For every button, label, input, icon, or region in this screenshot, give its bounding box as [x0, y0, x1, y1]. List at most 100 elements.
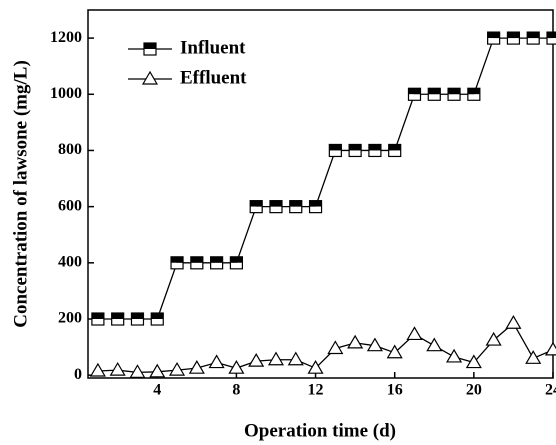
marker-outline	[407, 87, 422, 101]
marker-outline	[210, 256, 224, 270]
marker-bottom	[289, 206, 302, 213]
marker-outline	[467, 87, 481, 101]
data-point	[210, 256, 224, 270]
marker-bottom	[349, 150, 362, 157]
marker-bottom	[144, 49, 156, 55]
marker-top	[171, 256, 184, 263]
marker-top	[269, 200, 282, 207]
marker-top	[388, 144, 401, 151]
marker-top	[448, 88, 461, 95]
marker-top	[210, 256, 223, 263]
marker-outline	[249, 200, 263, 214]
marker-shape	[406, 326, 423, 341]
marker-shape	[525, 350, 542, 364]
marker-top	[190, 256, 203, 263]
data-point	[149, 363, 166, 378]
marker-shape	[149, 363, 166, 378]
marker-bottom	[190, 262, 203, 269]
marker-top	[151, 313, 164, 320]
marker-shape	[109, 361, 126, 376]
marker-shape	[287, 351, 304, 366]
marker-outline	[190, 256, 204, 270]
data-point	[546, 31, 556, 45]
data-point	[89, 362, 106, 377]
x-tick-label: 4	[153, 382, 161, 399]
marker-top	[289, 200, 302, 207]
data-point	[130, 312, 145, 326]
data-point	[150, 312, 164, 326]
marker-shape	[228, 359, 245, 374]
marker-top	[309, 200, 322, 207]
marker-top	[131, 313, 144, 320]
marker-bottom	[309, 206, 322, 213]
marker-bottom	[210, 262, 223, 269]
data-point	[267, 351, 285, 366]
data-point	[447, 87, 461, 101]
marker-bottom	[151, 319, 164, 326]
data-point	[168, 361, 186, 376]
marker-top	[368, 144, 381, 151]
data-point	[308, 200, 323, 214]
data-point	[328, 143, 342, 158]
marker-bottom	[230, 262, 243, 269]
data-point	[467, 87, 481, 101]
marker-shape	[347, 334, 364, 349]
marker-top	[527, 32, 540, 39]
marker-bottom	[171, 262, 184, 269]
plot-frame	[87, 9, 554, 379]
marker-shape	[446, 348, 463, 363]
data-point	[427, 87, 441, 101]
data-point	[526, 31, 540, 45]
marker-shape	[327, 340, 344, 355]
series-line	[97, 37, 553, 320]
marker-bottom	[547, 38, 556, 45]
data-point	[269, 200, 283, 214]
marker-top	[467, 88, 480, 95]
data-point	[91, 312, 105, 326]
data-point	[366, 337, 383, 352]
marker-shape	[89, 362, 106, 377]
legend-marker	[143, 42, 157, 56]
data-point	[406, 326, 423, 341]
x-tick-label: 24	[545, 382, 556, 399]
data-point	[229, 256, 244, 270]
data-point	[289, 200, 303, 214]
legend-label: Effluent	[180, 67, 247, 88]
data-point	[487, 31, 501, 45]
marker-shape	[386, 344, 403, 359]
marker-outline	[328, 143, 342, 158]
data-point	[249, 200, 263, 214]
marker-bottom	[428, 94, 441, 101]
x-tick-label: 8	[232, 382, 240, 399]
data-point	[248, 352, 265, 367]
marker-outline	[91, 312, 105, 326]
marker-outline	[150, 312, 164, 326]
marker-outline	[170, 256, 184, 270]
data-point	[505, 315, 522, 329]
data-point	[327, 340, 344, 355]
marker-outline	[130, 312, 145, 326]
marker-outline	[526, 31, 540, 45]
data-point	[506, 31, 521, 45]
data-point	[388, 143, 402, 158]
marker-top	[250, 200, 263, 207]
x-tick-label: 20	[466, 382, 482, 399]
marker-shape	[485, 331, 502, 346]
marker-outline	[269, 200, 283, 214]
y-tick-label: 600	[58, 197, 82, 214]
y-tick-label: 1000	[50, 85, 82, 102]
y-tick-label: 0	[74, 366, 82, 383]
data-point	[170, 256, 184, 270]
marker-top	[91, 313, 104, 320]
legend-marker	[141, 70, 159, 85]
data-point	[111, 312, 125, 326]
marker-shape	[465, 354, 482, 369]
data-point	[287, 351, 304, 366]
marker-top	[111, 313, 124, 320]
marker-shape	[248, 352, 265, 367]
data-point	[465, 354, 482, 369]
marker-bottom	[329, 150, 342, 157]
marker-shape	[426, 337, 443, 352]
data-point	[446, 348, 463, 363]
